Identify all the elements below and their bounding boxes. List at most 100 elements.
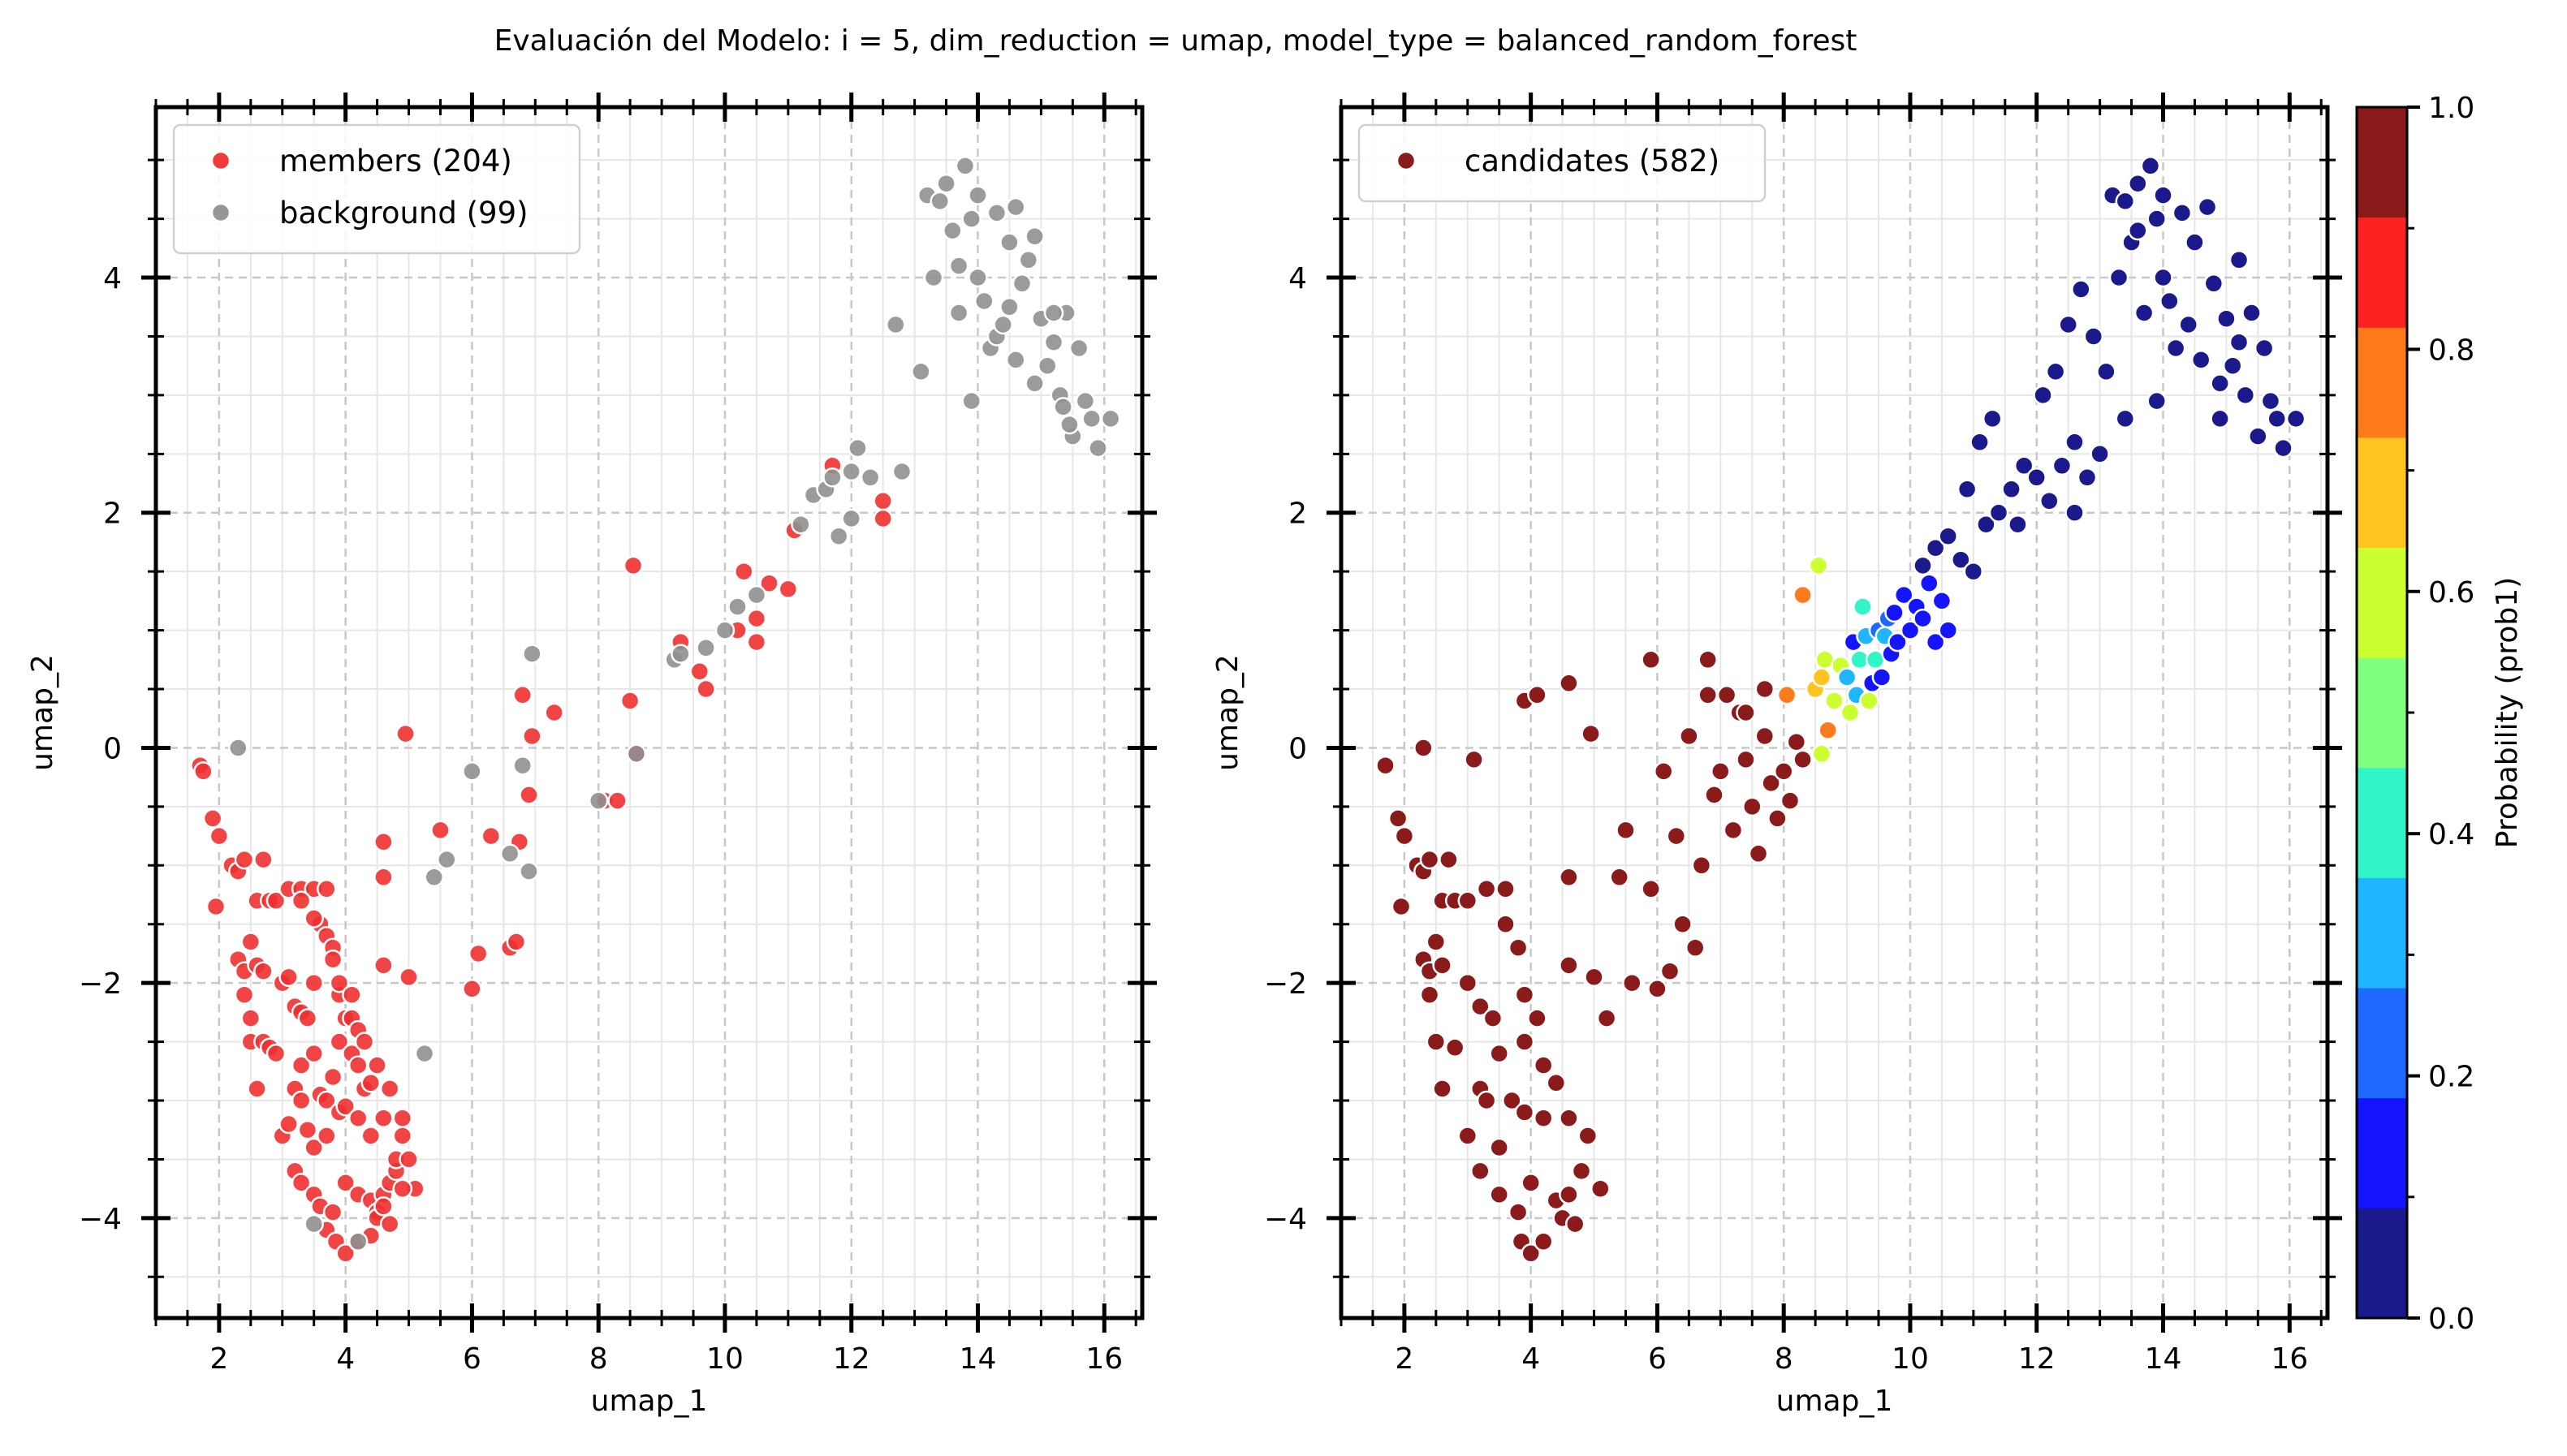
- right-legend-marker: [1396, 150, 1417, 171]
- right-point-candidate: [1584, 967, 1604, 988]
- left-point-members: [322, 1202, 343, 1222]
- left-ytick-label: 2: [103, 498, 122, 531]
- right-point-candidate: [1853, 597, 1873, 617]
- left-point-background: [746, 584, 767, 605]
- right-point-candidate: [2190, 350, 2211, 370]
- right-point-candidate: [1666, 825, 1687, 846]
- left-point-background: [1005, 350, 1026, 370]
- right-point-candidate: [2001, 479, 2021, 500]
- right-xlabel: umap_1: [1776, 1385, 1893, 1418]
- colorbar-band: [2357, 767, 2407, 878]
- left-point-members: [209, 825, 230, 846]
- right-point-candidate: [2064, 432, 2085, 453]
- right-point-candidate: [1776, 685, 1797, 705]
- right-point-candidate: [1489, 1184, 1509, 1205]
- right-point-candidate: [1963, 561, 1984, 582]
- right-point-candidate: [1419, 984, 1440, 1005]
- left-point-members: [240, 1008, 261, 1028]
- right-point-candidate: [1811, 743, 1832, 764]
- left-xtick-label: 14: [960, 1342, 997, 1376]
- right-point-candidate: [1723, 820, 1744, 841]
- left-point-members: [481, 825, 502, 846]
- right-point-candidate: [1808, 555, 1829, 576]
- left-point-background: [968, 185, 988, 205]
- colorbar-band: [2357, 657, 2407, 769]
- left-point-members: [354, 1032, 375, 1052]
- right-point-candidate: [1495, 879, 1516, 899]
- left-point-members: [392, 1126, 413, 1146]
- left-point-members: [746, 631, 767, 653]
- left-point-background: [948, 256, 969, 276]
- left-point-members: [778, 579, 799, 600]
- right-point-candidate: [1641, 879, 1661, 899]
- right-point-candidate: [1616, 820, 1636, 841]
- left-point-members: [623, 555, 644, 576]
- left-point-background: [1053, 397, 1073, 417]
- left-point-background: [886, 314, 906, 335]
- right-point-candidate: [2197, 196, 2218, 218]
- left-point-background: [986, 203, 1007, 223]
- right-point-candidate: [1773, 761, 1794, 782]
- left-point-background: [519, 861, 539, 881]
- right-point-candidate: [1748, 843, 1769, 864]
- right-point-candidate: [1489, 1137, 1509, 1158]
- left-point-background: [1037, 355, 1058, 376]
- right-point-candidate: [1464, 749, 1484, 770]
- left-ytick-label: −2: [79, 967, 122, 1001]
- right-point-candidate: [2077, 467, 2098, 488]
- left-point-members: [322, 949, 343, 970]
- left-point-members: [462, 979, 482, 999]
- right-point-candidate: [1742, 796, 1762, 817]
- right-legend-label: candidates (582): [1465, 144, 1719, 179]
- right-point-candidate: [1957, 479, 1978, 500]
- right-point-candidate: [1489, 1043, 1509, 1064]
- right-point-candidate: [1571, 1161, 1592, 1182]
- left-point-members: [291, 1055, 312, 1075]
- right-point-candidate: [1581, 723, 1601, 744]
- left-point-background: [347, 1231, 369, 1252]
- left-point-background: [414, 1043, 435, 1064]
- left-axes-frame: [153, 105, 1145, 1320]
- right-point-candidate: [2033, 385, 2053, 406]
- right-point-candidate: [2267, 408, 2287, 429]
- colorbar-tick-label: 0.6: [2428, 576, 2474, 610]
- left-axes: [153, 105, 1145, 1320]
- left-xtick-label: 12: [833, 1342, 870, 1376]
- left-xtick-label: 4: [336, 1342, 355, 1376]
- right-point-candidate: [1502, 1090, 1522, 1111]
- right-point-candidate: [1439, 849, 1459, 870]
- right-point-candidate: [2153, 267, 2173, 288]
- left-point-members: [234, 984, 255, 1005]
- right-xtick-label: 10: [1892, 1342, 1929, 1376]
- right-point-candidate: [1387, 808, 1409, 829]
- right-point-candidate: [1672, 914, 1693, 934]
- left-xtick-label: 6: [463, 1342, 481, 1376]
- left-point-background: [911, 361, 931, 382]
- left-point-background: [671, 644, 691, 664]
- left-point-members: [335, 1096, 356, 1117]
- left-point-members: [304, 908, 324, 928]
- left-point-background: [1005, 196, 1026, 218]
- left-point-members: [297, 1119, 318, 1140]
- candidates-scatter: 2 4 6 8 10 12 14 16 −4 −2 0 2 4 umap_1 umap_2 candid…: [1211, 93, 2342, 1418]
- right-point-candidate: [1476, 879, 1497, 899]
- colorbar-band: [2357, 107, 2407, 218]
- right-point-candidate: [1716, 685, 1737, 705]
- right-point-candidate: [2108, 267, 2129, 288]
- right-point-candidate: [1840, 702, 1861, 723]
- left-ticks: 2 4 6 8 10 12 14 16 −4 −2 0 2 4: [79, 93, 1157, 1376]
- right-point-candidate: [1913, 608, 1933, 629]
- right-point-candidate: [1969, 432, 1990, 453]
- right-point-candidate: [1698, 649, 1718, 670]
- left-point-members: [519, 785, 539, 805]
- left-point-members: [399, 1149, 419, 1170]
- right-point-candidate: [2216, 308, 2237, 329]
- colorbar-band: [2357, 327, 2407, 438]
- left-point-background: [955, 156, 976, 176]
- left-point-members: [297, 1008, 318, 1028]
- left-point-members: [544, 702, 564, 723]
- left-point-members: [506, 932, 527, 952]
- left-point-members: [253, 849, 274, 870]
- left-xtick-label: 16: [1085, 1342, 1123, 1376]
- left-point-members: [265, 890, 287, 911]
